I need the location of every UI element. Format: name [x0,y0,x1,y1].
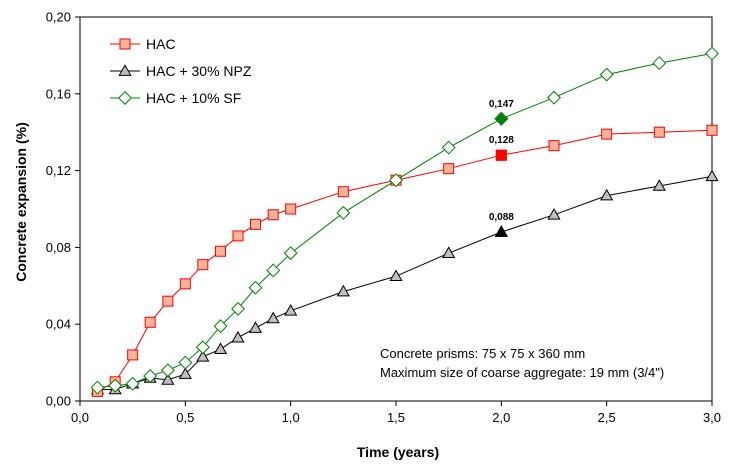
x-tick-label: 1,5 [387,410,405,425]
data-point [706,124,718,136]
data-point [196,350,210,362]
data-point [161,373,175,385]
data-point [179,278,191,290]
data-point [547,90,561,105]
data-point [599,67,614,82]
data-point [127,349,139,361]
legend-label: HAC + 30% NPZ [146,63,252,79]
annotation-line: Concrete prisms: 75 x 75 x 360 mm [380,346,585,361]
highlighted-point [494,111,509,126]
data-point [249,218,261,230]
y-tick-label: 0,20 [46,10,71,25]
data-point [705,46,719,61]
data-point [266,311,280,324]
data-point [652,56,667,71]
data-point [144,316,156,328]
x-tick-label: 1,0 [282,410,300,425]
legend-marker [118,91,132,105]
data-point [547,208,561,220]
data-label: 0,128 [489,135,514,146]
data-point [652,179,666,191]
x-tick-label: 0,0 [71,410,89,425]
data-point [653,126,665,138]
data-point [231,301,245,316]
data-point [232,230,244,242]
data-point [601,128,613,140]
x-tick-label: 2,5 [598,410,616,425]
x-axis: 0,0 0,5 1,0 1,5 2,0 2,5 3,0 [71,401,721,425]
y-tick-label: 0,16 [46,86,71,101]
legend-marker [118,64,132,76]
data-point [266,263,281,278]
data-point [441,140,456,155]
data-point [197,259,209,271]
y-axis: 0,00 0,04 0,08 0,12 0,16 0,20 [46,10,80,409]
series-0 [91,124,718,397]
data-point [178,367,192,379]
data-point [443,163,455,175]
data-point [231,330,245,343]
annotation-note: Concrete prisms: 75 x 75 x 360 mm Maximum… [380,346,664,380]
data-point [705,169,719,182]
data-point [108,378,123,393]
data-point [143,369,158,383]
highlighted-point [494,225,508,237]
data-point [600,188,614,201]
data-label: 0,088 [489,212,514,223]
data-point [162,295,174,307]
data-point [284,304,298,316]
data-point [337,186,349,198]
data-point [195,340,210,355]
data-point [160,363,175,378]
highlighted-point [495,149,507,161]
data-point [285,203,297,215]
data-point [336,205,351,220]
data-point [248,321,263,333]
data-point [336,284,350,297]
data-point [283,246,298,261]
legend: HAC HAC + 30% NPZ HAC + 10% SF [110,36,252,106]
highlight-layer: 0,147 0,128 0,088 [489,99,514,237]
data-point [548,140,560,152]
y-tick-label: 0,12 [46,163,71,178]
data-point [125,376,140,391]
data-label: 0,147 [489,99,514,110]
annotation-line: Maximum size of coarse aggregate: 19 mm … [380,365,664,380]
data-point [178,355,193,370]
x-axis-title: Time (years) [357,444,439,460]
y-axis-title: Concrete expansion (%) [13,122,29,281]
data-point [442,246,456,258]
data-point [267,209,279,221]
series-2 [90,46,719,395]
y-tick-label: 0,04 [46,317,71,332]
legend-label: HAC [146,36,176,52]
legend-label: HAC + 10% SF [146,90,241,106]
x-tick-label: 0,5 [176,410,194,425]
y-tick-label: 0,00 [46,394,71,409]
data-point [389,173,403,188]
data-point [213,319,228,334]
data-point [90,380,105,395]
data-point [389,269,403,282]
x-tick-label: 2,0 [492,410,510,425]
x-tick-label: 3,0 [703,410,721,425]
data-point [248,280,263,295]
series-layer [90,46,719,397]
data-point [213,342,228,354]
data-point [215,245,227,257]
y-tick-label: 0,08 [46,240,71,255]
legend-marker [119,38,131,50]
